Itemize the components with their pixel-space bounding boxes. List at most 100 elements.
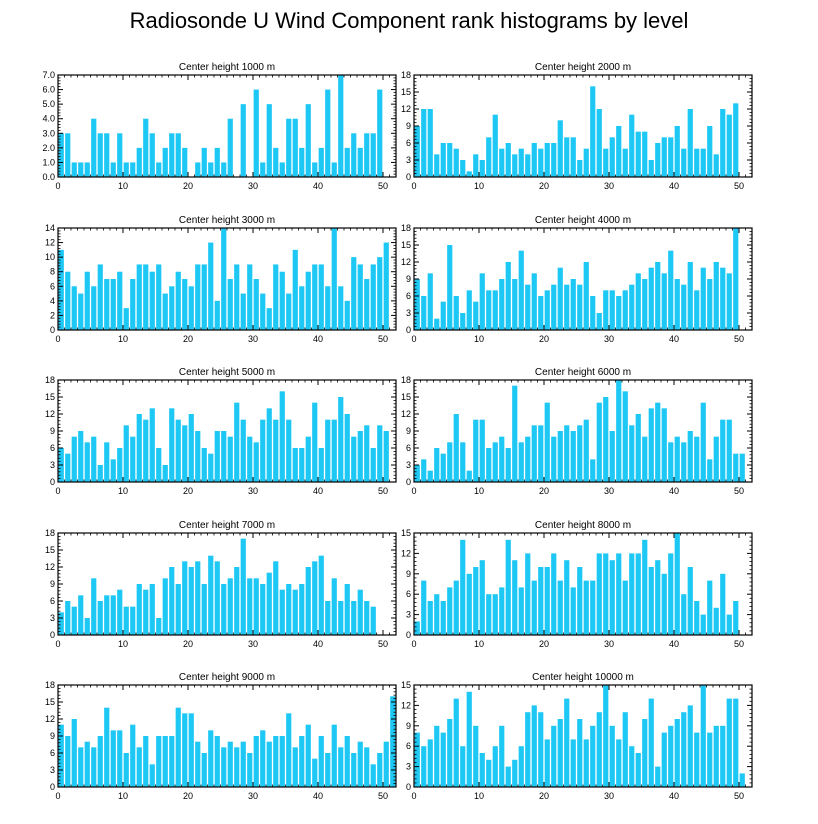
panel-8: Center height 8000 m 0 3 6 9 12 15 0 10 20 30 40 50 [401,520,753,649]
bar [616,739,622,787]
bar [557,580,563,635]
bar [681,594,687,635]
bar [156,264,162,330]
panel-title: Center height 4000 m [535,215,631,226]
x-tick-label: 30 [604,334,614,344]
bar [266,104,272,177]
bar [84,741,90,787]
bar [253,736,259,787]
panel-1: Center height 1000 m 0.0 1.0 2.0 3.0 4.0 5.0 6.… [42,62,397,191]
bar [661,408,667,482]
bar [279,271,285,330]
bar [234,747,240,787]
bar [577,719,583,787]
bar [175,707,181,787]
bar [674,719,680,787]
bar [635,553,641,635]
bar [104,133,110,177]
bar [234,402,240,482]
bar [551,284,557,330]
bar [201,147,207,177]
bar [492,114,498,177]
bar [583,580,589,635]
bar [208,555,214,635]
bar [273,147,279,177]
bar [149,133,155,177]
bar [110,162,116,177]
bar [182,425,188,482]
bar [175,271,181,330]
bar [707,279,713,330]
bar [421,580,427,635]
bar [169,133,175,177]
bar [162,736,168,787]
bar [499,148,505,177]
bar [266,572,272,635]
bar [292,448,298,482]
y-tick-label: 2 [50,310,55,320]
bar [227,741,233,787]
bar [149,584,155,635]
bar [351,753,357,787]
bar [279,736,285,787]
bar [162,578,168,635]
bar [635,273,641,330]
panel-title: Center height 10000 m [532,672,634,683]
bar [460,313,466,330]
bar [616,296,622,330]
bar [195,162,201,177]
panel-title: Center height 6000 m [535,367,631,378]
bar [221,747,227,787]
x-tick-label: 30 [248,334,258,344]
bar [104,442,110,482]
x-tick-label: 50 [734,791,744,801]
y-tick-label: 4 [50,296,55,306]
y-tick-label: 9 [50,426,55,436]
y-tick-label: 6.0 [42,85,55,95]
y-tick-label: 2.0 [42,143,55,153]
bar [214,561,220,635]
y-tick-label: 9 [50,731,55,741]
bar [253,578,259,635]
panel-2: Center height 2000 m 0 3 6 9 12 15 18 0 10 20 30 40 5… [401,62,753,191]
x-tick-label: 50 [734,486,744,496]
bar [182,561,188,635]
bar [629,284,635,330]
bar [227,578,233,635]
bar [260,293,266,330]
bar [694,436,700,482]
bar [195,264,201,330]
bar [91,747,97,787]
y-tick-label: 3 [406,610,411,620]
y-tick-label: 9 [406,121,411,131]
bar [557,719,563,787]
bar [143,736,149,787]
bar [325,286,331,330]
bar [78,595,84,635]
bar [629,746,635,787]
y-tick-label: 5.0 [42,99,55,109]
bar [544,290,550,330]
bar [622,148,628,177]
bar [214,431,220,482]
bar [453,580,459,635]
y-tick-label: 0 [406,782,411,792]
bar [234,264,240,330]
bar [286,118,292,177]
bar [117,589,123,635]
bar [544,402,550,482]
bar [570,739,576,787]
bar [331,228,337,330]
bar [292,118,298,177]
bar [136,147,142,177]
bar [557,267,563,330]
bar [331,162,337,177]
bar [117,271,123,330]
bar [414,279,420,330]
bar [674,279,680,330]
bar [505,143,511,177]
x-tick-label: 0 [55,791,60,801]
bar [616,126,622,177]
bar [182,147,188,177]
